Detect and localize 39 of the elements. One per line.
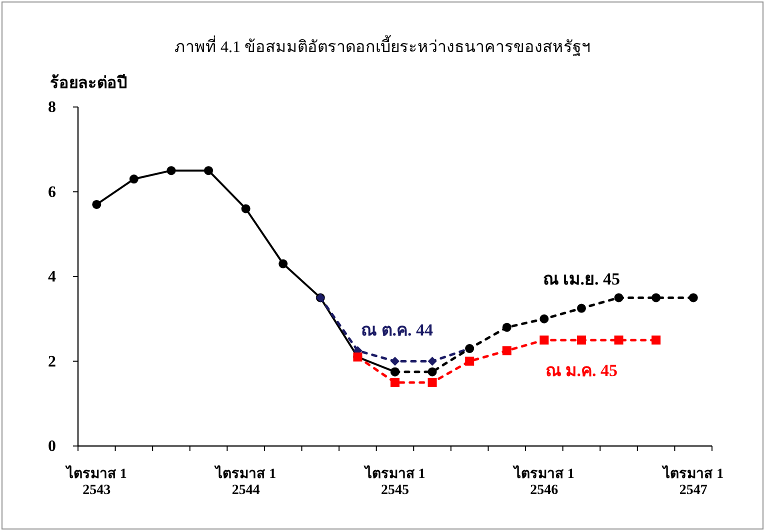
series-label: ณ ต.ค. 44 [361, 320, 434, 340]
y-tick-label: 8 [48, 99, 56, 116]
x-tick-label: ไตรมาส 1 2545 [362, 464, 426, 498]
point [92, 200, 102, 209]
x-tick-label: ไตรมาส 1 2547 [661, 464, 724, 498]
point [614, 336, 624, 345]
point [540, 314, 549, 324]
point [502, 322, 512, 332]
series-label: ณ ม.ค. 45 [545, 361, 618, 380]
chart-title: ภาพที่ 4.1 ข้อสมมติอัตราดอกเบี้ยระหว่างธนาคารของสหรัฐฯ [174, 35, 590, 56]
point [540, 336, 549, 345]
point [204, 166, 214, 176]
point [390, 356, 400, 366]
point [576, 336, 586, 345]
point [502, 346, 512, 356]
point [278, 259, 288, 268]
x-tick-label: ไตรมาส 1 2546 [512, 464, 574, 498]
point [652, 293, 661, 302]
point [465, 356, 474, 366]
point [652, 336, 661, 345]
point [576, 304, 586, 313]
point [390, 367, 400, 376]
point [688, 293, 698, 302]
point [428, 367, 437, 376]
y-axis-title: ร้อยละต่อปี [50, 73, 127, 92]
point [390, 378, 400, 387]
x-tick-label: ไตรมาส 1 2543 [64, 464, 127, 498]
point [428, 356, 437, 366]
y-tick-label: 2 [48, 353, 56, 370]
y-tick-label: 6 [48, 184, 56, 201]
point [428, 378, 437, 387]
series-label: ณ เม.ย. 45 [542, 269, 620, 288]
x-tick-label: ไตรมาส 1 2544 [214, 464, 276, 498]
point [241, 204, 250, 214]
y-tick-label: 4 [48, 268, 56, 286]
point [614, 293, 624, 302]
point [166, 166, 176, 176]
point [129, 174, 138, 184]
y-tick-label: 0 [48, 438, 56, 455]
